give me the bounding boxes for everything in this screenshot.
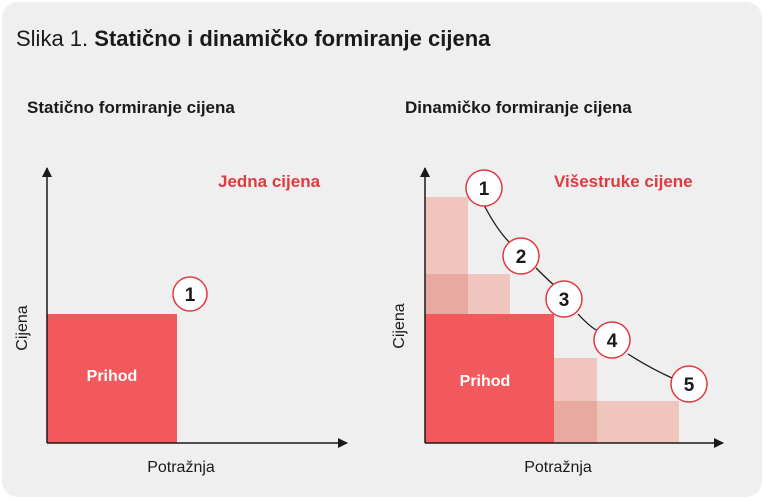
single-price-note: Jedna cijena <box>218 172 321 191</box>
price-marker-1: 1 <box>465 169 503 207</box>
revenue-block-price-2 <box>468 274 510 314</box>
price-marker-2: 2 <box>502 237 540 275</box>
revenue-block-overlap <box>425 274 468 314</box>
marker-number: 2 <box>516 247 527 268</box>
y-axis-label: Cijena <box>391 303 408 348</box>
revenue-label: Prihod <box>87 368 138 385</box>
x-axis-label: Potražnja <box>524 459 592 476</box>
figure-title: Slika 1. Statično i dinamičko formiranje… <box>16 26 490 52</box>
revenue-block <box>425 314 554 443</box>
dynamic-pricing-panel: Dinamičko formiranje cijena Višestruke c… <box>391 98 724 476</box>
revenue-block <box>47 314 177 443</box>
marker-number: 1 <box>479 179 490 200</box>
figure-number: Slika 1. <box>16 26 89 51</box>
price-marker-1: 1 <box>172 276 208 312</box>
revenue-block-overlap <box>554 401 597 443</box>
revenue-block-price-5 <box>597 401 679 443</box>
price-marker-5: 5 <box>670 365 708 403</box>
figure-title-text: Statično i dinamičko formiranje cijena <box>94 26 491 51</box>
marker-number: 3 <box>559 290 570 311</box>
dynamic-panel-heading: Dinamičko formiranje cijena <box>405 98 632 117</box>
price-marker-4: 4 <box>593 321 631 359</box>
static-pricing-panel: Statično formiranje cijena Jedna cijena … <box>14 98 348 476</box>
multiple-prices-note: Višestruke cijene <box>554 172 693 191</box>
revenue-label: Prihod <box>460 373 511 390</box>
x-axis-label: Potražnja <box>147 459 215 476</box>
static-panel-heading: Statično formiranje cijena <box>27 98 235 117</box>
marker-number: 5 <box>684 375 695 396</box>
demand-curve <box>483 204 673 379</box>
marker-number: 1 <box>185 285 196 306</box>
marker-number: 4 <box>607 331 618 352</box>
y-axis-label: Cijena <box>14 305 31 350</box>
price-marker-3: 3 <box>545 280 583 318</box>
